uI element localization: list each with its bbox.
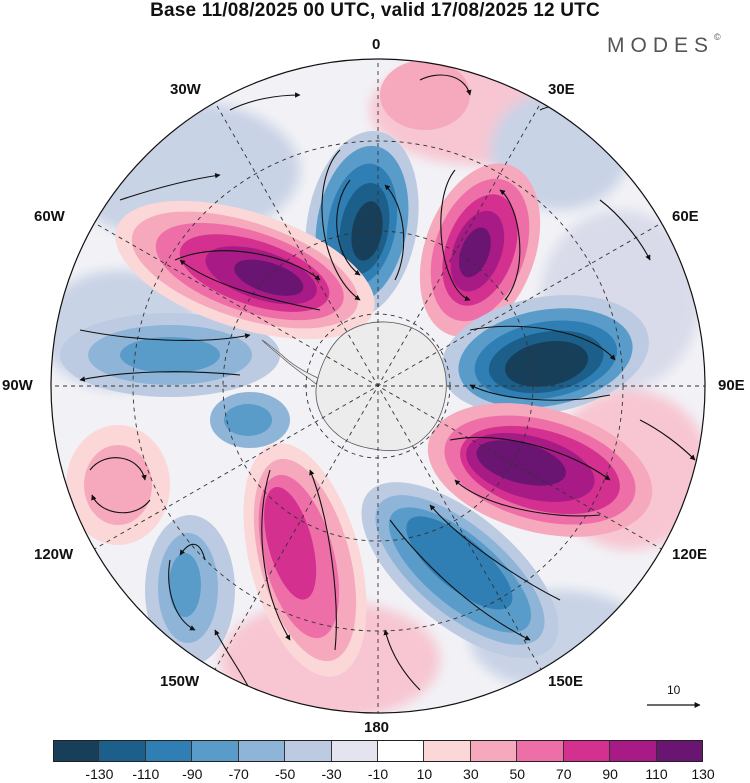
lon-label-60w: 60W: [34, 208, 65, 225]
colorbar-tick-label: 30: [463, 766, 479, 782]
colorbar-cell: [238, 740, 286, 762]
colorbar-cell: [99, 740, 146, 762]
lon-label-180: 180: [364, 719, 390, 736]
colorbar-cell: [331, 740, 378, 762]
lon-label-120w: 120W: [34, 546, 74, 563]
colorbar-tick-label: -110: [132, 766, 160, 782]
lon-label-90w: 90W: [2, 377, 33, 394]
colorbar-tick-label: -70: [228, 766, 249, 782]
lon-label-30e: 30E: [548, 81, 575, 98]
colorbar-cell: [424, 740, 471, 762]
anomaly-positive-120e: [427, 403, 653, 537]
colorbar-frame: [53, 740, 703, 762]
anomaly-negative-90e: [441, 295, 649, 415]
colorbar-cell: [610, 740, 657, 762]
colorbar-cell: [53, 740, 100, 762]
colorbar-cell: [285, 740, 332, 762]
brand-logo: MODES©: [607, 32, 721, 58]
antarctic-peninsula: [261, 339, 319, 385]
colorbar-tick-label: 70: [555, 766, 572, 782]
colorbar-tick-label: -30: [321, 766, 342, 782]
colorbar-tick-label: 130: [691, 766, 715, 782]
lon-label-150e: 150E: [548, 673, 584, 690]
colorbar-tick-label: -50: [275, 766, 296, 782]
map-border: [50, 58, 706, 714]
lon-label-30w: 30W: [170, 81, 201, 98]
colorbar-cell: [378, 740, 425, 762]
anomaly-positive-160w: [243, 443, 367, 677]
lon-label-90e: 90E: [718, 377, 745, 394]
lon-label-0: 0: [372, 36, 381, 53]
brand-name: MODES: [607, 34, 715, 57]
anomaly-blobs: [60, 60, 653, 677]
vector-scale-label: 10: [667, 683, 681, 697]
colorbar-tick-label: -130: [85, 766, 114, 782]
colorbar-cell: [145, 740, 193, 762]
colorbar-tick-label: 50: [509, 766, 526, 782]
colorbar-tick-label: -10: [367, 766, 389, 782]
colorbar-cell: [470, 740, 518, 762]
lon-label-120e: 120E: [672, 546, 708, 563]
anomaly-positive-30e: [419, 163, 541, 337]
anomaly-negative-140w: [145, 515, 235, 665]
graticule: [51, 59, 705, 713]
antarctica-landmass: [315, 321, 447, 452]
colorbar-cell: [192, 740, 239, 762]
lon-label-60e: 60E: [672, 208, 699, 225]
brand-mark: ©: [714, 32, 721, 42]
colorbar: [53, 740, 703, 762]
colorbar-tick-label: 110: [645, 766, 668, 782]
lon-label-150w: 150W: [160, 673, 200, 690]
anomaly-positive-110w: [66, 425, 170, 545]
anomaly-positive-top: [380, 60, 470, 130]
map-disk: [51, 59, 705, 713]
colorbar-tick-label: -90: [182, 766, 203, 782]
colorbar-cell: [563, 740, 611, 762]
anomaly-negative-80w: [60, 313, 290, 448]
colorbar-cell: [517, 740, 564, 762]
colorbar-tick-label: 10: [416, 766, 433, 782]
colorbar-tick-label: 90: [602, 766, 618, 782]
anomaly-positive-60w: [115, 200, 375, 340]
map-title: Base 11/08/2025 00 UTC, valid 17/08/2025…: [150, 0, 600, 21]
